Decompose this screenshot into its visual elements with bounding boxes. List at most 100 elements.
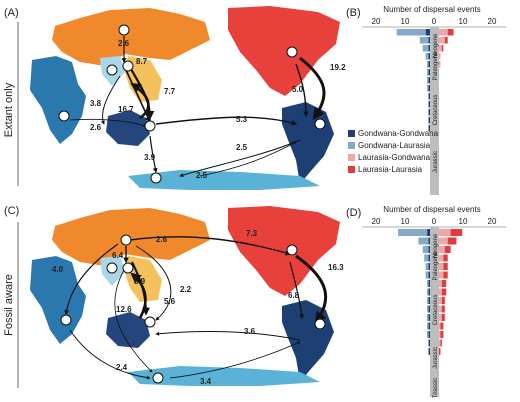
bar-gondwana-gondwana [428, 53, 430, 60]
tick-label: 0 [432, 17, 437, 26]
bar-laurasia-gondwana [439, 237, 448, 245]
bar-laurasia-laurasia [447, 29, 454, 36]
period-labels-d: Neogene Paleogene Cretaceous Jurassic Tr… [433, 233, 439, 398]
bar-gondwana-gondwana [428, 37, 430, 44]
legend-swatch [348, 154, 355, 161]
time-scale-d [430, 227, 439, 397]
arrow-label: 12.6 [116, 305, 132, 314]
bar-gondwana-gondwana [428, 93, 430, 100]
bar-gondwana-gondwana [428, 331, 430, 338]
bar-laurasia-laurasia [440, 339, 442, 347]
bar-gondwana-gondwana [428, 348, 430, 355]
bar-gondwana-laurasia [418, 237, 429, 245]
bar-gondwana-laurasia [422, 246, 429, 253]
bar-chart-b: (B) Number of dispersal events 20 10 0 1… [346, 5, 506, 195]
bar-gondwana-gondwana [428, 271, 430, 279]
bar-chart-d: (D) Number of dispersal events 20 10 0 1… [346, 205, 506, 398]
period-label: Cretaceous [433, 295, 439, 326]
bar-gondwana-gondwana [428, 69, 430, 76]
bar-gondwana-laurasia [425, 263, 429, 270]
bar-gondwana-gondwana [428, 61, 430, 68]
period-label: Neogene [433, 33, 439, 58]
arrow-label: 3.8 [90, 99, 102, 108]
axis-title-b: Number of dispersal events [383, 5, 480, 14]
time-scale-b [430, 27, 439, 195]
bar-gondwana-laurasia [422, 45, 429, 52]
southeast-asia-shape [124, 256, 162, 302]
arrow-label: 5.6 [164, 297, 176, 306]
bar-gondwana-gondwana [428, 109, 430, 116]
arrow-label: 16.7 [118, 105, 134, 114]
bar-gondwana-laurasia [398, 229, 428, 236]
bar-laurasia-laurasia [441, 45, 444, 52]
arrow-label: 2.2 [180, 285, 192, 294]
eurasia-shape [52, 8, 210, 66]
bar-laurasia-gondwana [439, 246, 445, 253]
legend-label: Laurasia-Laurasia [358, 165, 423, 174]
legend-swatch [348, 142, 355, 149]
bar-laurasia-gondwana [439, 305, 442, 313]
bar-laurasia-laurasia [444, 246, 451, 253]
tick-label: 20 [488, 217, 497, 226]
arrow-label: 19.2 [330, 63, 346, 72]
arrow-label: 2.6 [90, 123, 102, 132]
bar-gondwana-laurasia [427, 288, 429, 296]
arrow-label: 8.9 [134, 277, 146, 286]
side-label-fossil: Fossil aware [3, 274, 15, 336]
bar-laurasia-gondwana [439, 288, 442, 296]
arrow-labels-top: 2.6 8.7 7.7 3.8 16.7 19.2 5.0 5.3 2.5 2.… [90, 39, 346, 180]
tick-label: 10 [401, 17, 410, 26]
bar-gondwana-gondwana [425, 29, 430, 36]
bar-gondwana-gondwana [428, 125, 430, 132]
australia-shape [106, 110, 150, 146]
bar-laurasia-gondwana [439, 37, 445, 44]
bar-gondwana-gondwana [428, 101, 430, 108]
bars-d [398, 229, 463, 355]
period-labels-b: Neogene Paleogene Cretaceous Jurassic [433, 33, 439, 173]
bar-gondwana-gondwana [427, 229, 430, 236]
bar-gondwana-laurasia [419, 37, 429, 44]
antarctica-shape [128, 366, 320, 386]
period-label: Triassic [433, 378, 439, 398]
bar-laurasia-gondwana [439, 339, 441, 347]
arrow-label: 3.4 [200, 377, 212, 386]
bar-laurasia-laurasia [443, 263, 448, 270]
north-america-shape [228, 6, 340, 96]
period-label: Paleogene [433, 51, 439, 80]
bar-gondwana-laurasia [427, 322, 429, 330]
bar-laurasia-gondwana [439, 229, 451, 236]
bar-gondwana-laurasia [427, 280, 429, 287]
bar-laurasia-gondwana [439, 314, 442, 321]
tick-label: 10 [459, 217, 468, 226]
panel-label-c: (C) [4, 205, 19, 217]
arrow-label: 2.5 [196, 171, 208, 180]
tick-labels-d: 20 10 0 10 20 [372, 217, 497, 226]
side-label-extant: Extant only [3, 82, 15, 137]
panel-label-b: (B) [346, 7, 361, 19]
bar-gondwana-gondwana [428, 254, 430, 262]
eurasia-shape [52, 208, 210, 266]
bar-gondwana-gondwana [428, 297, 430, 304]
bar-gondwana-gondwana [428, 339, 430, 347]
axis-title-d: Number of dispersal events [383, 205, 480, 214]
bar-gondwana-laurasia [427, 297, 429, 304]
bar-laurasia-gondwana [439, 331, 441, 338]
legend-swatch [348, 130, 355, 137]
bar-gondwana-laurasia [424, 254, 429, 262]
bar-laurasia-gondwana [439, 322, 441, 330]
arrow-label: 7.3 [246, 229, 258, 238]
bar-laurasia-gondwana [439, 297, 442, 304]
bar-laurasia-laurasia [441, 305, 445, 313]
bar-laurasia-gondwana [439, 53, 441, 60]
bar-laurasia-gondwana [439, 29, 448, 36]
bar-gondwana-gondwana [428, 263, 430, 270]
arrow-label: 3.6 [244, 327, 256, 336]
bar-gondwana-laurasia [427, 305, 429, 313]
period-label: Jurassic [433, 347, 439, 369]
tick-labels-b: 20 10 0 10 20 [372, 17, 497, 26]
arrow-label: 2.4 [116, 363, 128, 372]
bar-gondwana-laurasia [427, 331, 429, 338]
bar-laurasia-laurasia [450, 229, 463, 236]
bar-laurasia-laurasia [441, 280, 447, 287]
